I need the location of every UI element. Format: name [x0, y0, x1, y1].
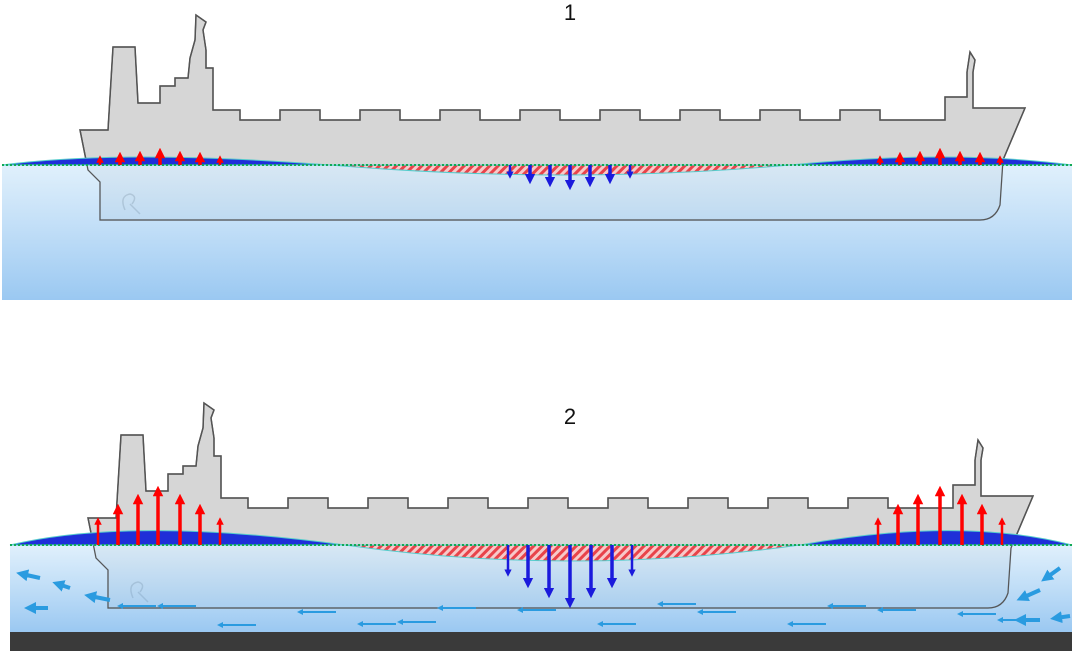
panel-label: 1 [564, 0, 576, 25]
wave-crest [1, 156, 331, 166]
flow-arrow [1041, 566, 1062, 582]
ship-outline [87, 401, 1034, 609]
wave-trough [329, 164, 791, 176]
panel-2 [9, 401, 1073, 651]
wave-trough [344, 544, 801, 562]
water [2, 165, 1072, 300]
panel-label: 2 [564, 404, 576, 429]
flow-arrow [84, 591, 111, 604]
flow-arrow [16, 569, 41, 582]
flow-arrow [52, 580, 71, 592]
flow-arrow [1050, 611, 1071, 624]
flow-arrow [1016, 588, 1041, 602]
wave-crest [9, 530, 346, 546]
ship-outline [79, 13, 1026, 221]
wave-crest [799, 530, 1073, 546]
seabed [10, 632, 1072, 651]
panel-1 [1, 13, 1073, 300]
